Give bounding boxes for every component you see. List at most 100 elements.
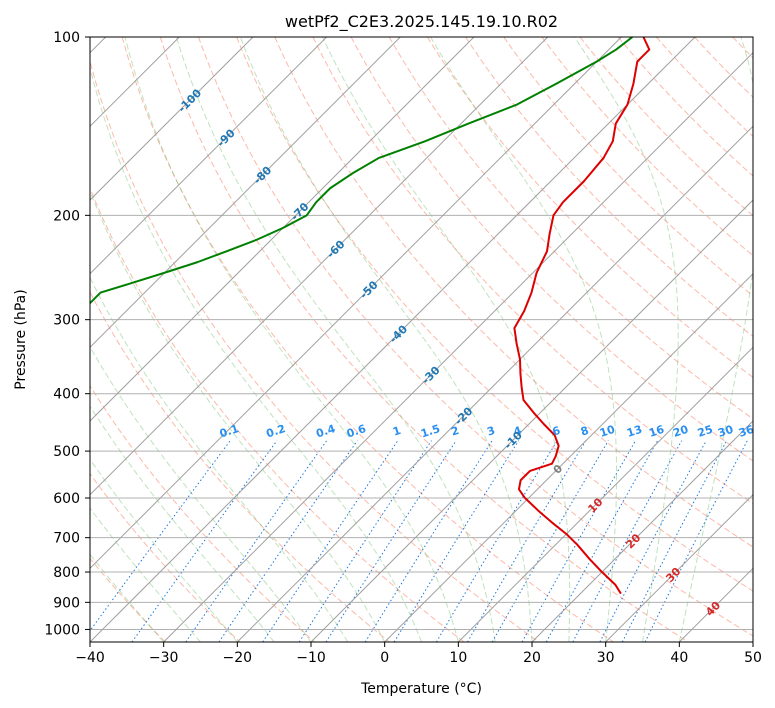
isotherm-gridline — [90, 37, 475, 422]
isotherm-gridline — [90, 37, 622, 570]
mixing-ratio-line — [572, 440, 683, 642]
plot-frame — [89, 36, 754, 643]
moist-adiabat-line — [574, 37, 679, 642]
temperature-profile-line — [513, 37, 651, 595]
x-axis-label: Temperature (°C) — [360, 681, 482, 697]
dry-adiabat-line — [159, 37, 689, 642]
mixing-ratio-line — [90, 440, 231, 632]
x-tick-label: −10 — [296, 650, 326, 666]
mixing-ratio-line — [185, 440, 328, 642]
y-tick-label: 200 — [53, 208, 80, 224]
x-tick-label: 30 — [597, 650, 615, 666]
moist-adiabat-line — [90, 507, 201, 642]
moist-adiabat-line — [90, 189, 386, 642]
mixing-ratio-label: 30 — [716, 423, 735, 440]
y-tick-label: 500 — [53, 444, 80, 460]
moist-adiabat-line — [90, 276, 349, 642]
isotherm-gridline — [90, 37, 254, 201]
isotherm-gridline — [531, 420, 753, 642]
isotherm-gridline — [163, 51, 753, 642]
y-axis-label: Pressure (hPa) — [13, 289, 29, 389]
x-tick-label: 40 — [670, 650, 688, 666]
y-tick-label: 300 — [53, 313, 80, 329]
mixing-ratio-line — [364, 440, 493, 642]
mixing-ratio-line — [262, 440, 399, 642]
dry-adiabat-line — [350, 37, 753, 462]
moist-adiabat-line — [430, 37, 618, 642]
mixing-ratio-label: 10 — [598, 423, 617, 440]
dry-adiabat-line — [388, 37, 753, 420]
moist-adiabat-line — [175, 37, 496, 642]
isotherm-gridline — [605, 493, 753, 642]
mixing-ratio-label: 4 — [512, 424, 524, 439]
dry-adiabat-line — [121, 37, 614, 642]
y-tick-label: 400 — [53, 387, 80, 403]
isotherm-gridline — [457, 346, 753, 642]
moist-adiabat-line — [90, 66, 422, 642]
mixing-ratio-label: 2 — [449, 424, 460, 439]
mixing-ratio-label: 3 — [485, 424, 496, 439]
isotherm-gridline — [310, 199, 753, 642]
x-tick-label: −30 — [149, 650, 179, 666]
moist-adiabat-line — [90, 345, 312, 642]
dewpoint-profile-line — [90, 37, 633, 305]
mixing-ratio-label: 1 — [391, 424, 402, 439]
dry-adiabat-line — [312, 37, 753, 505]
dry-adiabat-line — [617, 37, 753, 177]
dry-adiabat-line — [90, 384, 316, 642]
dry-adiabat-line — [541, 37, 753, 257]
moist-adiabat-line — [239, 37, 533, 642]
y-tick-label: 900 — [53, 595, 80, 611]
mixing-ratio-label: 0.4 — [314, 422, 337, 440]
mixing-ratio-line — [435, 440, 558, 642]
moist-adiabat-line — [90, 458, 238, 642]
y-tick-label: 700 — [53, 531, 80, 547]
dry-adiabat-line — [465, 37, 753, 337]
mixing-ratio-label: 16 — [647, 423, 666, 440]
dry-adiabat-line — [90, 291, 390, 642]
moist-adiabat-line — [90, 553, 165, 642]
moist-adiabat-line — [90, 405, 275, 642]
x-tick-label: 50 — [744, 650, 762, 666]
mixing-ratio-label: 0.1 — [218, 422, 241, 440]
mixing-ratio-line — [325, 440, 457, 642]
plot-area — [90, 37, 775, 642]
mixing-ratio-line — [467, 440, 587, 642]
isotherm-gridline — [384, 272, 753, 642]
mixing-ratio-label: 25 — [696, 423, 715, 440]
mixing-ratio-label: 20 — [671, 423, 690, 440]
dry-adiabat-line — [198, 37, 753, 637]
x-tick-label: 20 — [523, 650, 541, 666]
chart-title: wetPf2_C2E3.2025.145.19.10.R02 — [285, 12, 558, 32]
dry-adiabat-line — [90, 186, 465, 642]
isotherm-gridline — [236, 125, 753, 642]
moist-adiabat-line — [322, 37, 571, 642]
dry-adiabat-line — [236, 37, 753, 592]
x-tick-label: 10 — [449, 650, 467, 666]
isotherm-gridline — [90, 37, 328, 275]
mixing-ratio-label: 13 — [625, 423, 644, 440]
moist-adiabat-line — [678, 37, 753, 642]
isotherm-gridline — [90, 37, 401, 349]
mixing-ratio-line — [298, 440, 432, 642]
plot-background — [90, 37, 753, 642]
x-tick-label: −40 — [75, 650, 105, 666]
x-tick-label: 0 — [380, 650, 389, 666]
y-tick-label: 100 — [53, 30, 80, 46]
dry-adiabat-line — [274, 37, 753, 548]
dry-adiabat-line — [90, 59, 540, 642]
y-tick-label: 600 — [53, 491, 80, 507]
mixing-ratio-line — [131, 440, 278, 642]
mixing-ratio-label: 1.5 — [419, 422, 442, 440]
axes: −40 −30 −20 −10 0 10 20 30 40 50 100 200 300 400 500 60… — [44, 30, 762, 666]
y-tick-label: 1000 — [44, 622, 80, 638]
isotherm-gridline — [90, 37, 696, 642]
mixing-ratio-label: 8 — [579, 424, 590, 439]
mixing-ratio-label: 0.6 — [345, 422, 368, 440]
dry-adiabat-line — [503, 37, 753, 297]
x-tick-label: −20 — [223, 650, 253, 666]
mixing-ratio-line — [521, 440, 637, 642]
mixing-ratio-label: 36 — [737, 423, 756, 440]
dry-adiabat-line — [771, 37, 775, 642]
